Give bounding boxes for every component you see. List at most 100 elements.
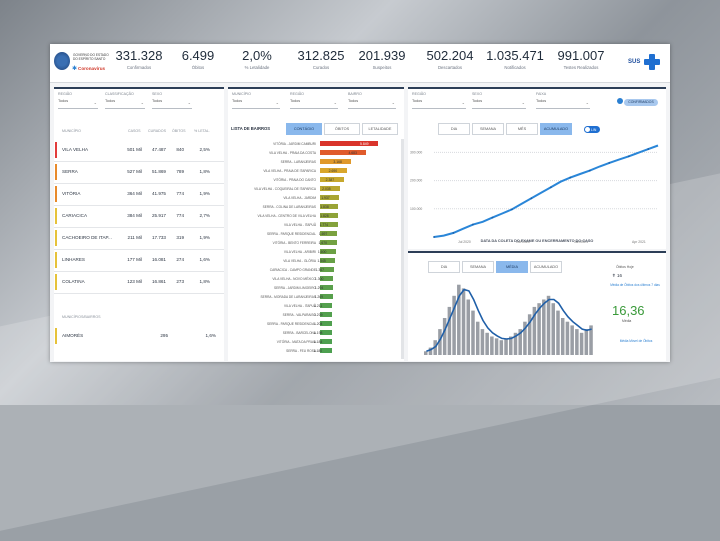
bar-row[interactable]: VITÓRIA - PRAIA DO CANTO 2.387 — [228, 177, 400, 183]
tab-month[interactable]: MÊS — [506, 123, 538, 135]
scrollbar[interactable] — [401, 139, 404, 359]
x-tick-label: Jul 2020 — [458, 240, 471, 244]
kpi-value: 502.204 — [426, 48, 474, 63]
municipality-name: COLATINA — [62, 279, 85, 284]
death-bar — [457, 284, 461, 355]
table-row[interactable]: VILA VELHA 501 Mil 47.487 840 2,5% — [54, 139, 224, 162]
bar — [320, 159, 352, 164]
death-bar — [428, 347, 433, 355]
bar-row[interactable]: SERRA - COLINA DE LARANJEIRAS 1.838 — [228, 204, 400, 210]
tab-week[interactable]: SEMANA — [462, 261, 494, 273]
column-header[interactable]: % LETAL. — [194, 129, 210, 133]
bar-row[interactable]: VILA VELHA - NOVO MÉXICO 1.300 — [228, 276, 400, 282]
bar-row[interactable]: VILA VELHA - PRAIA DA COSTA 4.683 — [228, 150, 400, 156]
table-row[interactable]: LINHARES 177 Mil 16.081 274 1,6% — [54, 249, 224, 272]
table-row[interactable]: CACHOEIRO DE ITAP... 211 Mil 17.733 319 1,9% — [54, 227, 224, 250]
bar-row[interactable]: VILA VELHA - ARIBIRI 1.600 — [228, 249, 400, 255]
bar-row[interactable]: CARIACICA - CAMPO GRANDE 1.367 — [228, 267, 400, 273]
bar-label: VITÓRIA - PRAIA DO CANTO — [273, 178, 316, 182]
bar-row[interactable]: VITÓRIA - MATA DA PRAIA 1.184 — [228, 339, 400, 345]
bar-value: 1.545 — [317, 258, 326, 263]
tab-cumulative[interactable]: ACUMULADO — [530, 261, 562, 273]
kpi-label: Óbitos — [191, 65, 205, 70]
tab-day[interactable]: DIA — [438, 123, 470, 135]
bar-value: 1.367 — [315, 267, 325, 272]
bar-row[interactable]: SERRA - BARCELONA 1.198 — [228, 330, 400, 336]
filter-dropdown[interactable]: Todos ⌄ — [105, 99, 145, 109]
death-bar — [461, 288, 466, 355]
column-header[interactable]: CURADOS — [148, 129, 166, 133]
kpi-value: 312.825 — [297, 48, 345, 63]
bar-row[interactable]: VILA VELHA - GLÓRIA 1.545 — [228, 258, 400, 264]
bar-row[interactable]: VILA VELHA - CENTRO DE VILA VELHA 1.828 — [228, 213, 400, 219]
column-header[interactable]: ÓBITOS — [172, 129, 186, 133]
table-row[interactable]: CARIACICA 384 Mil 25.917 774 2,7% — [54, 205, 224, 228]
filter-label: MUNICÍPIO — [232, 92, 251, 96]
table-row[interactable]: SERRA 527 Mil 51.869 789 1,8% — [54, 161, 224, 184]
filter-dropdown[interactable]: Todos ⌄ — [232, 99, 280, 109]
cases-timeline-panel: REGIÃO Todos ⌄ SEXO Todos ⌄ FAIXA Todos ⌄ CONFIR… — [408, 87, 666, 249]
bar-row[interactable]: VITÓRIA - JARDIM CAMBURI 5.849 — [228, 141, 400, 147]
bar-row[interactable]: VILA VELHA - ITAPUÃ 1.774 — [228, 222, 400, 228]
bar-row[interactable]: VILA VELHA - JARDIM 1.937 — [228, 195, 400, 201]
deaths-today-label: Óbitos Hoje — [616, 265, 634, 269]
tab-cumulative[interactable]: ACUMULADO — [540, 123, 572, 135]
cases-line — [433, 144, 659, 238]
bar — [320, 339, 332, 344]
municipality-panel: REGIÃO Todos ⌄ CLASSIFICAÇÃO Todos ⌄ SEXO Todos… — [54, 87, 224, 361]
bar-row[interactable]: VILA VELHA - COQUEIRAL DE ITAPARICA 2.035 — [228, 186, 400, 192]
tab-deaths[interactable]: ÓBITOS — [324, 123, 360, 135]
tab-day[interactable]: DIA — [428, 261, 460, 273]
bar-value: 1.269 — [314, 294, 324, 299]
filter-dropdown[interactable]: Todos ⌄ — [348, 99, 396, 109]
bar-row[interactable]: SERRA - MORADA DE LARANJEIRAS 1.269 — [228, 294, 400, 300]
chevron-down-icon: ⌄ — [275, 100, 279, 105]
bar-row[interactable]: SERRA - VALPARAISO 1.209 — [228, 312, 400, 318]
death-bar — [575, 329, 579, 355]
bar-row[interactable]: VILA VELHA - ITAPUÃ 1.211 — [228, 303, 400, 309]
cell-curados: 51.869 — [151, 169, 166, 174]
tab-lethality[interactable]: LETALIDADE — [362, 123, 398, 135]
tab-average[interactable]: MÉDIA — [496, 261, 528, 273]
bar — [320, 186, 341, 191]
death-bar — [527, 314, 532, 355]
table-row[interactable]: VITÓRIA 364 Mil 41.975 774 1,9% — [54, 183, 224, 206]
death-bar — [589, 325, 593, 355]
bar-row[interactable]: SERRA - JARDIM LIMOEIRO 1.294 — [228, 285, 400, 291]
tab-week[interactable]: SEMANA — [472, 123, 504, 135]
confirmed-button[interactable]: CONFIRMADOS — [624, 99, 658, 106]
filter-dropdown[interactable]: Todos ⌄ — [412, 99, 466, 109]
filter-dropdown[interactable]: Todos ⌄ — [536, 99, 590, 109]
kpi-label: % Letalidade — [244, 65, 270, 70]
filter-dropdown[interactable]: Todos ⌄ — [472, 99, 526, 109]
cumulative-cases-chart: 300.000 200.000 100.000 Jul 2020 Oct 2020 Jan… — [410, 144, 659, 244]
death-bar — [485, 332, 489, 355]
bar-label: SERRA - FEU ROSA — [286, 349, 316, 353]
average-sublabel: Média — [622, 319, 632, 323]
bar-row[interactable]: SERRA - FEU ROSA 1.180 — [228, 348, 400, 354]
bar-row[interactable]: VILA VELHA - PRAIA DE ITAPARICA 2.690 — [228, 168, 400, 174]
bar-label: SERRA - BARCELONA — [282, 331, 316, 335]
linear-toggle[interactable]: LIN — [584, 126, 600, 133]
bar-row[interactable]: SERRA - LARANJEIRAS 3.168 — [228, 159, 400, 165]
bar-row[interactable]: SERRA - PARQUE RESIDENCIAL 1.697 — [228, 231, 400, 237]
table-row[interactable]: COLATINA 123 Mil 16.861 273 1,8% — [54, 271, 224, 294]
cell-casos: 123 Mil — [127, 279, 142, 284]
cell-obitos: 774 — [176, 191, 184, 196]
filter-dropdown[interactable]: Todos ⌄ — [152, 99, 192, 109]
column-header[interactable]: CASOS — [128, 129, 141, 133]
bar-row[interactable]: VITÓRIA - BENTO FERREIRA 1.670 — [228, 240, 400, 246]
column-header[interactable]: MUNICÍPIO — [62, 129, 81, 133]
cell-curados: 16.081 — [151, 257, 166, 262]
bar — [320, 321, 332, 326]
filter-dropdown[interactable]: Todos ⌄ — [58, 99, 98, 109]
death-bar — [442, 318, 447, 355]
bar-row[interactable]: SERRA - PARQUE RESIDENCIAL 1.204 — [228, 321, 400, 327]
table-row[interactable]: AIMORÉS 295 1,6% — [54, 325, 224, 347]
toggle-dot-icon — [617, 98, 623, 104]
data-point — [511, 208, 513, 211]
government-logo: GOVERNO DO ESTADO DO ESPÍRITO SANTO ✱ Co… — [54, 50, 110, 78]
tab-contagion[interactable]: CONTÁGIO — [286, 123, 322, 135]
chevron-down-icon: ⌄ — [461, 100, 465, 105]
filter-dropdown[interactable]: Todos ⌄ — [290, 99, 338, 109]
